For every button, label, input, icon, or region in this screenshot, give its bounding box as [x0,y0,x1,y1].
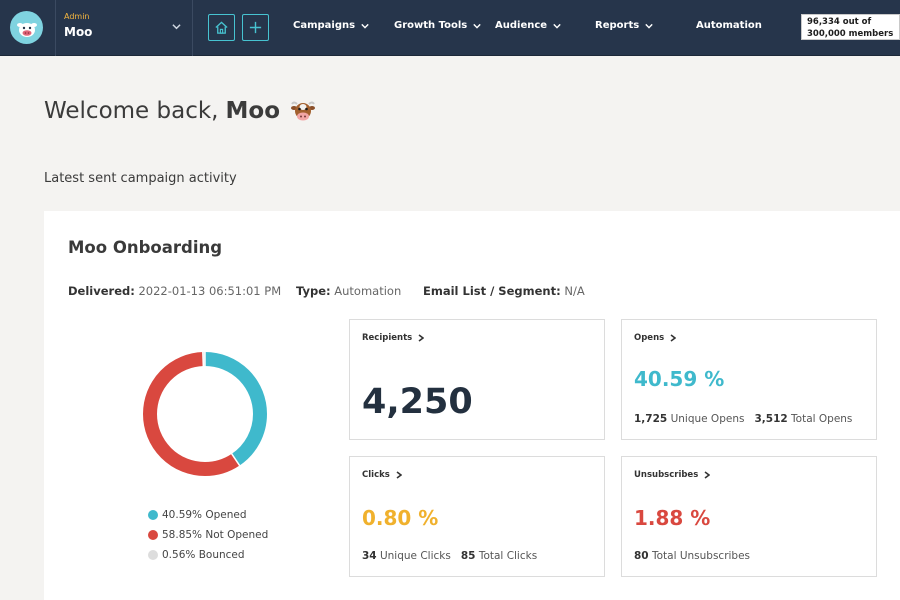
opens-donut-chart [143,351,267,476]
add-button[interactable] [242,14,269,41]
total-clicks-count: 85 [460,550,476,562]
plus-icon [249,21,262,34]
opens-breakdown: 1,725 Unique Opens 3,512 Total Opens [634,413,852,425]
chevron-down-icon [553,23,561,29]
page-title: Welcome back, Moo [44,98,316,124]
opens-rate: 40.59 % [634,367,725,391]
account-name: Moo [64,25,93,39]
welcome-user-name: Moo [225,98,281,124]
chevron-right-icon [396,471,402,479]
campaign-name[interactable]: Moo Onboarding [68,238,223,257]
chevron-down-icon [473,23,481,29]
unsubscribes-card: Unsubscribes 1.88 % 80 Total Unsubscribe… [621,456,877,577]
divider [55,0,56,56]
nav-audience[interactable]: Audience [495,20,561,31]
top-navigation-bar: Admin Moo Campaigns Growth Tools Audienc… [0,0,900,56]
account-switcher[interactable]: Admin Moo [64,12,92,39]
recipients-card: Recipients 4,250 [349,319,605,440]
nav-campaigns[interactable]: Campaigns [293,20,369,31]
unique-clicks-count: 34 [362,550,377,562]
unsubscribes-label: Unsubscribes [634,470,699,480]
nav-automation-label: Automation [696,20,762,31]
donut-slice-separator [202,351,205,368]
nav-automation[interactable]: Automation [696,20,762,31]
opens-card: Opens 40.59 % 1,725 Unique Opens 3,512 T… [621,319,877,440]
chevron-down-icon [361,23,369,29]
account-role: Admin [64,12,90,21]
nav-campaigns-label: Campaigns [293,20,356,31]
unique-clicks-label: Unique Clicks [379,550,451,562]
legend-item: 40.59% Opened [148,505,268,525]
unique-opens-label: Unique Opens [670,413,745,425]
total-opens-count: 3,512 [754,413,788,425]
clicks-label: Clicks [362,470,390,480]
welcome-prefix: Welcome back, [44,98,219,124]
list-label: Email List / Segment: [423,284,561,298]
recipients-label: Recipients [362,333,413,343]
member-count-line1: 96,334 out of [807,17,872,27]
nav-audience-label: Audience [495,20,548,31]
legend-label: 40.59% Opened [162,509,247,521]
legend-item: 58.85% Not Opened [148,525,268,545]
nav-growth-tools-label: Growth Tools [394,20,468,31]
member-count-line2: 300,000 members [807,29,894,39]
nav-reports-label: Reports [595,20,640,31]
type-label: Type: [296,284,331,298]
clicks-rate: 0.80 % [362,506,439,530]
chevron-right-icon [704,471,711,479]
delivered-label: Delivered: [68,284,135,298]
legend-label: 58.85% Not Opened [162,529,269,541]
donut-slice-separator [230,452,241,467]
list-value: N/A [564,284,585,298]
legend-label: 0.56% Bounced [162,549,245,561]
divider [192,0,193,56]
unsubscribes-count: 80 [634,550,649,562]
donut-slice-not-opened [143,352,267,476]
opens-link[interactable]: Opens [634,333,677,343]
unsubscribes-link[interactable]: Unsubscribes [634,470,711,480]
chevron-down-icon [645,23,653,29]
cow-logo-icon[interactable] [10,11,43,44]
member-count-badge: 96,334 out of 300,000 members [801,14,900,40]
home-icon [215,21,228,34]
donut-legend: 40.59% Opened 58.85% Not Opened 0.56% Boun… [148,505,268,565]
delivered-value: 2022-01-13 06:51:01 PM [138,284,282,298]
legend-swatch [148,510,158,520]
section-subtitle: Latest sent campaign activity [44,171,237,186]
unique-opens-count: 1,725 [634,413,668,425]
opens-label: Opens [634,333,665,343]
nav-growth-tools[interactable]: Growth Tools [394,20,481,31]
recipients-value: 4,250 [362,382,473,422]
legend-swatch [148,530,158,540]
chevron-right-icon [670,334,677,342]
clicks-breakdown: 34 Unique Clicks 85 Total Clicks [362,550,537,562]
chevron-right-icon [418,334,425,342]
unsubscribes-breakdown: 80 Total Unsubscribes [634,550,750,562]
total-clicks-label: Total Clicks [478,550,538,562]
recipients-link[interactable]: Recipients [362,333,425,343]
type-value: Automation [334,284,402,298]
clicks-link[interactable]: Clicks [362,470,402,480]
unsubscribes-rate: 1.88 % [634,506,711,530]
campaign-activity-card: Moo Onboarding Delivered: 2022-01-13 06:… [44,211,900,600]
total-opens-label: Total Opens [791,413,853,425]
cow-face-icon [291,101,315,121]
clicks-card: Clicks 0.80 % 34 Unique Clicks 85 Total … [349,456,605,577]
legend-item: 0.56% Bounced [148,545,268,565]
chevron-down-icon[interactable] [172,22,181,34]
home-button[interactable] [208,14,235,41]
delivered-meta: Delivered: 2022-01-13 06:51:01 PM [68,284,281,298]
unsubscribes-count-label: Total Unsubscribes [651,550,751,562]
nav-reports[interactable]: Reports [595,20,653,31]
legend-swatch [148,550,158,560]
type-meta: Type: Automation [296,284,401,298]
list-meta: Email List / Segment: N/A [423,284,585,298]
